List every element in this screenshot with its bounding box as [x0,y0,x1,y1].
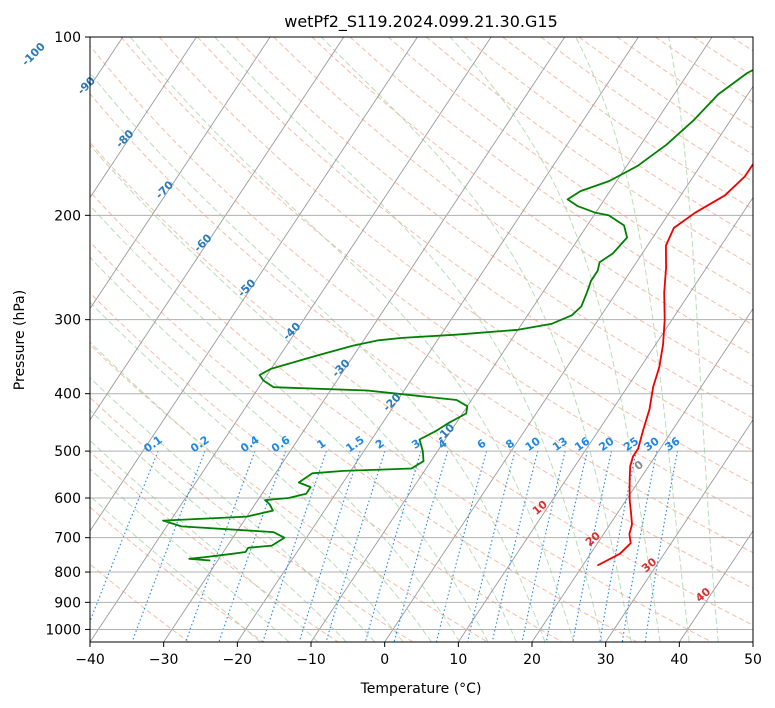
mixing-ratio-line [262,450,327,642]
isotherm [752,641,753,642]
x-tick-label: −30 [149,652,179,668]
x-tick-label: 10 [449,652,467,668]
mixing-ratio-line [185,450,256,642]
dry-adiabat [90,506,264,642]
moist-adiabat [90,144,517,642]
y-tick-label: 200 [54,208,81,224]
x-tick-label: 30 [597,652,615,668]
x-axis-label: Temperature (°C) [360,681,482,697]
moist-adiabat [90,377,376,642]
x-tick-label: 20 [523,652,541,668]
isotherm [163,37,566,642]
isotherm [605,418,753,642]
mixing-ratio-line [393,450,449,642]
moist-adiabat [575,37,690,642]
chart-title: wetPf2_S119.2024.099.21.30.G15 [284,12,558,32]
mixing-ratio-line [364,450,422,642]
mixing-ratio-line [621,450,658,642]
y-tick-label: 700 [54,531,81,547]
dry-adiabat [387,37,753,296]
dry-adiabat [90,141,753,626]
moist-adiabat [90,468,290,642]
dry-adiabat [349,37,753,326]
plot-background [90,37,753,642]
isotherm [310,37,713,642]
dry-adiabat [90,343,488,642]
temperature-line [596,162,753,567]
isotherm [236,37,639,642]
isotherm [678,530,753,642]
moist-adiabat [668,37,719,642]
mixing-ratio-line [90,450,159,623]
mixing-ratio-line [325,450,386,642]
moist-adiabat [90,72,546,642]
mixing-ratio-line [466,450,516,642]
pressure-gridlines [90,37,753,630]
moist-adiabat [320,37,632,642]
y-tick-label: 300 [54,313,81,329]
dry-adiabat [311,37,753,356]
isotherm [90,37,492,642]
dry-adiabat [90,241,638,642]
y-tick-label: 1000 [45,622,81,638]
x-tick-label: 40 [670,652,688,668]
dry-adiabat [158,37,753,485]
mixing-ratio-line [545,450,588,642]
x-tick-label: 0 [380,652,389,668]
y-tick-label: 900 [54,595,81,611]
moist-adiabat [90,439,319,642]
x-tick-label: −10 [296,652,326,668]
y-tick-label: 600 [54,491,81,507]
isotherm [90,37,271,310]
x-tick-label: 50 [744,652,762,668]
dry-adiabat [120,37,753,519]
profile-series [162,68,753,567]
dry-adiabat [90,93,753,589]
axes: −40 −30 −20 −10 0 10 20 30 40 50 100 200 300 400 500 60… [45,30,762,668]
dry-adiabat [90,191,712,642]
mixing-ratio-line [131,450,206,642]
y-tick-label: 100 [54,30,81,46]
isotherm-label: -100 [19,40,48,69]
moist-adiabat [90,256,461,642]
moist-adiabat [90,341,404,642]
mixing-ratio-line [644,450,679,642]
mixing-ratio-line [435,450,488,642]
background-lines [90,37,775,642]
moist-adiabat [90,204,489,642]
x-tick-label: −40 [75,652,105,668]
mixing-ratio-line [491,450,539,642]
mixing-ratio-line [572,450,613,642]
isotherm [90,37,197,199]
y-axis-label: Pressure (hPa) [12,290,28,390]
mixing-ratio-line [218,450,287,642]
isotherm [457,196,753,642]
mixing-ratio-line [599,450,637,642]
moist-adiabat [129,37,575,642]
moist-adiabat [90,409,347,642]
dry-adiabat [770,37,775,642]
mixing-ratio-line [521,450,566,642]
y-tick-label: 400 [54,387,81,403]
isotherm [531,307,753,642]
isotherm [90,37,345,421]
x-tick-label: −20 [223,652,253,668]
isotherm [384,85,753,642]
moist-adiabat [90,495,261,642]
plot-frame [89,36,754,643]
dry-adiabat [90,292,563,642]
y-tick-label: 500 [54,444,81,460]
isotherm [90,37,418,532]
dewpoint-line [162,68,753,562]
moist-adiabat [449,37,661,642]
moist-adiabat [90,301,432,642]
y-tick-label: 800 [54,565,81,581]
